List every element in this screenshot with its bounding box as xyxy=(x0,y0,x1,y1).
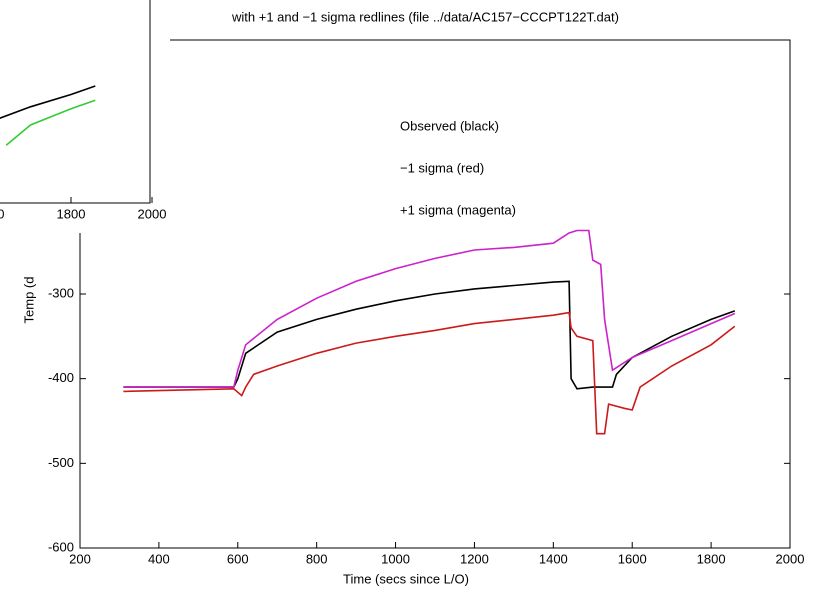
y-tick-label: -300 xyxy=(48,285,74,300)
x-tick-label: 200 xyxy=(69,551,91,566)
series-line xyxy=(123,280,736,390)
legend-entry: −1 sigma (red) xyxy=(400,160,484,175)
x-tick-label: 2000 xyxy=(776,551,805,566)
y-axis-label: Temp (d xyxy=(21,277,36,324)
chart-title: with +1 and −1 sigma redlines (file ../d… xyxy=(231,9,619,24)
x-tick-label: 1600 xyxy=(0,206,4,221)
x-tick-label: 800 xyxy=(306,551,328,566)
x-tick-label: 1200 xyxy=(460,551,489,566)
main-plot: Observed (black) −1 sigma (red) +1 sigma (… xyxy=(48,39,805,566)
legend-entry: Observed (black) xyxy=(400,118,499,133)
x-tick-label: 1800 xyxy=(697,551,726,566)
y-tick-label: -600 xyxy=(48,539,74,554)
legend-entry: +1 sigma (magenta) xyxy=(400,202,516,217)
series-line xyxy=(0,85,96,119)
inset-frame xyxy=(0,0,151,204)
x-tick-label: 2000 xyxy=(138,206,167,221)
series-line xyxy=(123,229,736,388)
y-tick-label: -500 xyxy=(48,455,74,470)
x-tick-label: 1400 xyxy=(539,551,568,566)
x-tick-label: 600 xyxy=(227,551,249,566)
x-tick-label: 1800 xyxy=(57,206,86,221)
x-tick-label: 1600 xyxy=(618,551,647,566)
window-bg xyxy=(0,0,170,233)
series-line xyxy=(5,99,96,146)
x-tick-label: 400 xyxy=(148,551,170,566)
x-tick-label: 1000 xyxy=(381,551,410,566)
y-tick-label: -400 xyxy=(48,370,74,385)
x-axis-label: Time (secs since L/O) xyxy=(343,571,469,586)
series-line xyxy=(123,311,736,435)
inset-window: 1600 1800 2000 xyxy=(0,0,170,233)
